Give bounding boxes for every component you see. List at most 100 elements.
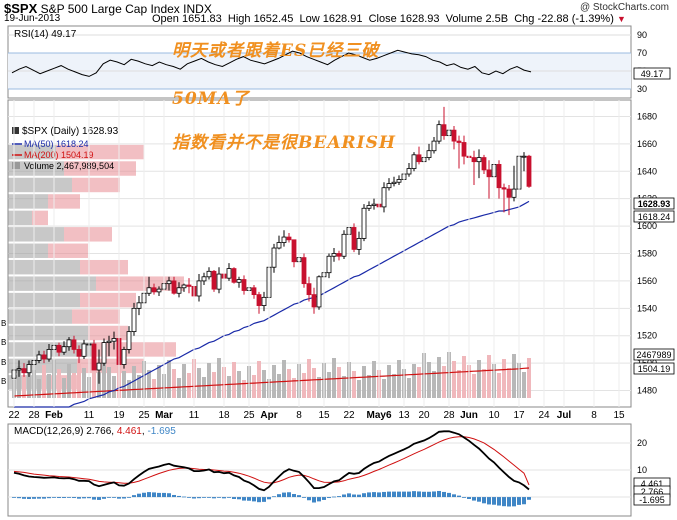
- rsi-y-ticks: 30507090: [637, 30, 647, 94]
- macd-hist-bar: [387, 491, 391, 498]
- x-tick-label: Feb: [45, 410, 63, 421]
- volume-bar: [437, 357, 441, 398]
- candle-body: [391, 181, 397, 185]
- volume-bar: [337, 367, 341, 398]
- candle-body: [41, 354, 47, 360]
- candle-body: [451, 129, 457, 142]
- candle-body: [81, 343, 87, 357]
- macd-hist-bar: [192, 497, 196, 499]
- candle-body: [306, 283, 312, 296]
- macd-hist-bar: [267, 497, 271, 500]
- chg-value: -22.88 (-1.39%): [537, 13, 614, 25]
- candle-body: [271, 247, 277, 268]
- macd-hist-bar: [327, 497, 331, 499]
- macd-hist-bar: [157, 492, 161, 498]
- volume-tag-box: [633, 348, 675, 361]
- candle-body: [386, 183, 392, 189]
- vbp-down-bar: [96, 342, 176, 357]
- macd-hist-bar: [277, 494, 281, 498]
- x-tick-label: 15: [318, 410, 330, 421]
- macd-hist-bar: [12, 497, 16, 498]
- x-tick-label: Jun: [460, 410, 478, 421]
- candle-body: [181, 284, 187, 289]
- volume-bar: [482, 369, 486, 398]
- volume-bar: [462, 356, 466, 398]
- ma200-tag: 1504.19: [638, 364, 671, 374]
- macd-hist-bar: [212, 497, 216, 499]
- volume-bar: [202, 377, 206, 398]
- macd-title-signal: 4.461: [117, 426, 142, 437]
- macd-hist-bar: [302, 497, 306, 498]
- vbp-up-bar: [8, 177, 72, 193]
- price-y-tick-label: 1680: [637, 111, 657, 121]
- rsi-value-label: 49.17: [641, 69, 664, 79]
- volume-bar: [452, 361, 456, 398]
- macd-hist-bar: [392, 491, 396, 498]
- macd-hist-bar: [62, 497, 66, 499]
- rsi-y-tick-label: 90: [637, 30, 647, 40]
- vbp-up-bar: [8, 325, 88, 341]
- candle-body: [136, 302, 142, 309]
- rsi-y-tick-label: 70: [637, 48, 647, 58]
- macd-value-tag: 2.766: [641, 487, 664, 497]
- high-label: High: [227, 13, 251, 25]
- macd-hist-bar: [382, 491, 386, 498]
- candle-body: [206, 270, 212, 278]
- candle-body: [291, 239, 297, 263]
- vbp-up-bar: [8, 276, 96, 291]
- price-y-tick-label: 1640: [637, 166, 657, 176]
- volume-bar: [27, 361, 31, 398]
- x-axis-ticks: 22 28 Feb 11 19 25 Mar 11 18 25 Apr 8 15 22 May6 13 20 28…: [8, 100, 625, 421]
- candle-body: [56, 344, 62, 353]
- price-y-tick-label: 1560: [637, 276, 657, 286]
- macd-hist-bar: [427, 491, 431, 498]
- volume-bar: [522, 372, 526, 398]
- macd-hist-bar: [252, 497, 256, 502]
- open-value: 1651.83: [181, 13, 222, 25]
- candle-body: [241, 279, 247, 291]
- volume-bar: [177, 378, 181, 398]
- vbp-up-bar: [8, 194, 48, 209]
- vbp-up-bar: [8, 210, 32, 226]
- candle-body: [26, 364, 32, 374]
- candle-body: [231, 268, 237, 283]
- macd-hist-bar: [297, 495, 301, 498]
- macd-hist-bar: [112, 497, 116, 498]
- macd-hist-bar: [117, 497, 121, 499]
- macd-hist-bar: [487, 497, 491, 505]
- open-label: Open: [152, 13, 179, 25]
- price-y-tick-label: 1480: [637, 386, 657, 396]
- exchange-code: INDX: [183, 2, 212, 16]
- volume-scale-labels: B B B B: [1, 319, 6, 386]
- volume-bar: [477, 360, 481, 398]
- macd-hist-bar: [37, 497, 41, 499]
- macd-line: [13, 430, 530, 492]
- macd-hist-bar: [362, 493, 366, 498]
- volume-bar: [292, 378, 296, 398]
- ma200-tag-box: [633, 362, 675, 375]
- macd-hist-bar: [107, 497, 111, 498]
- macd-hist-bar: [202, 497, 206, 498]
- volume-bar: [282, 360, 286, 398]
- ticker-symbol: $SPX: [4, 1, 38, 16]
- volume-bar: [472, 374, 476, 398]
- volume-bar: [232, 362, 236, 398]
- candle-body: [131, 307, 137, 333]
- macd-hist-bar: [517, 497, 521, 505]
- macd-hist-bar: [227, 497, 231, 498]
- vbp-down-bar: [48, 243, 88, 258]
- candle-body: [281, 236, 287, 243]
- high-value: 1652.45: [253, 13, 294, 25]
- volume-bar: [112, 376, 116, 398]
- volume-bar: [57, 369, 61, 398]
- macd-hist-bar: [357, 494, 361, 498]
- volume-bar: [197, 368, 201, 398]
- close-label: Close: [368, 13, 397, 25]
- vbp-down-bar: [64, 161, 136, 176]
- low-label: Low: [299, 13, 320, 25]
- candle-body: [506, 188, 512, 198]
- volume-bar: [417, 367, 421, 398]
- macd-hist-box: [633, 493, 671, 506]
- volume-bar: [67, 364, 71, 398]
- volume-bar: [172, 369, 176, 398]
